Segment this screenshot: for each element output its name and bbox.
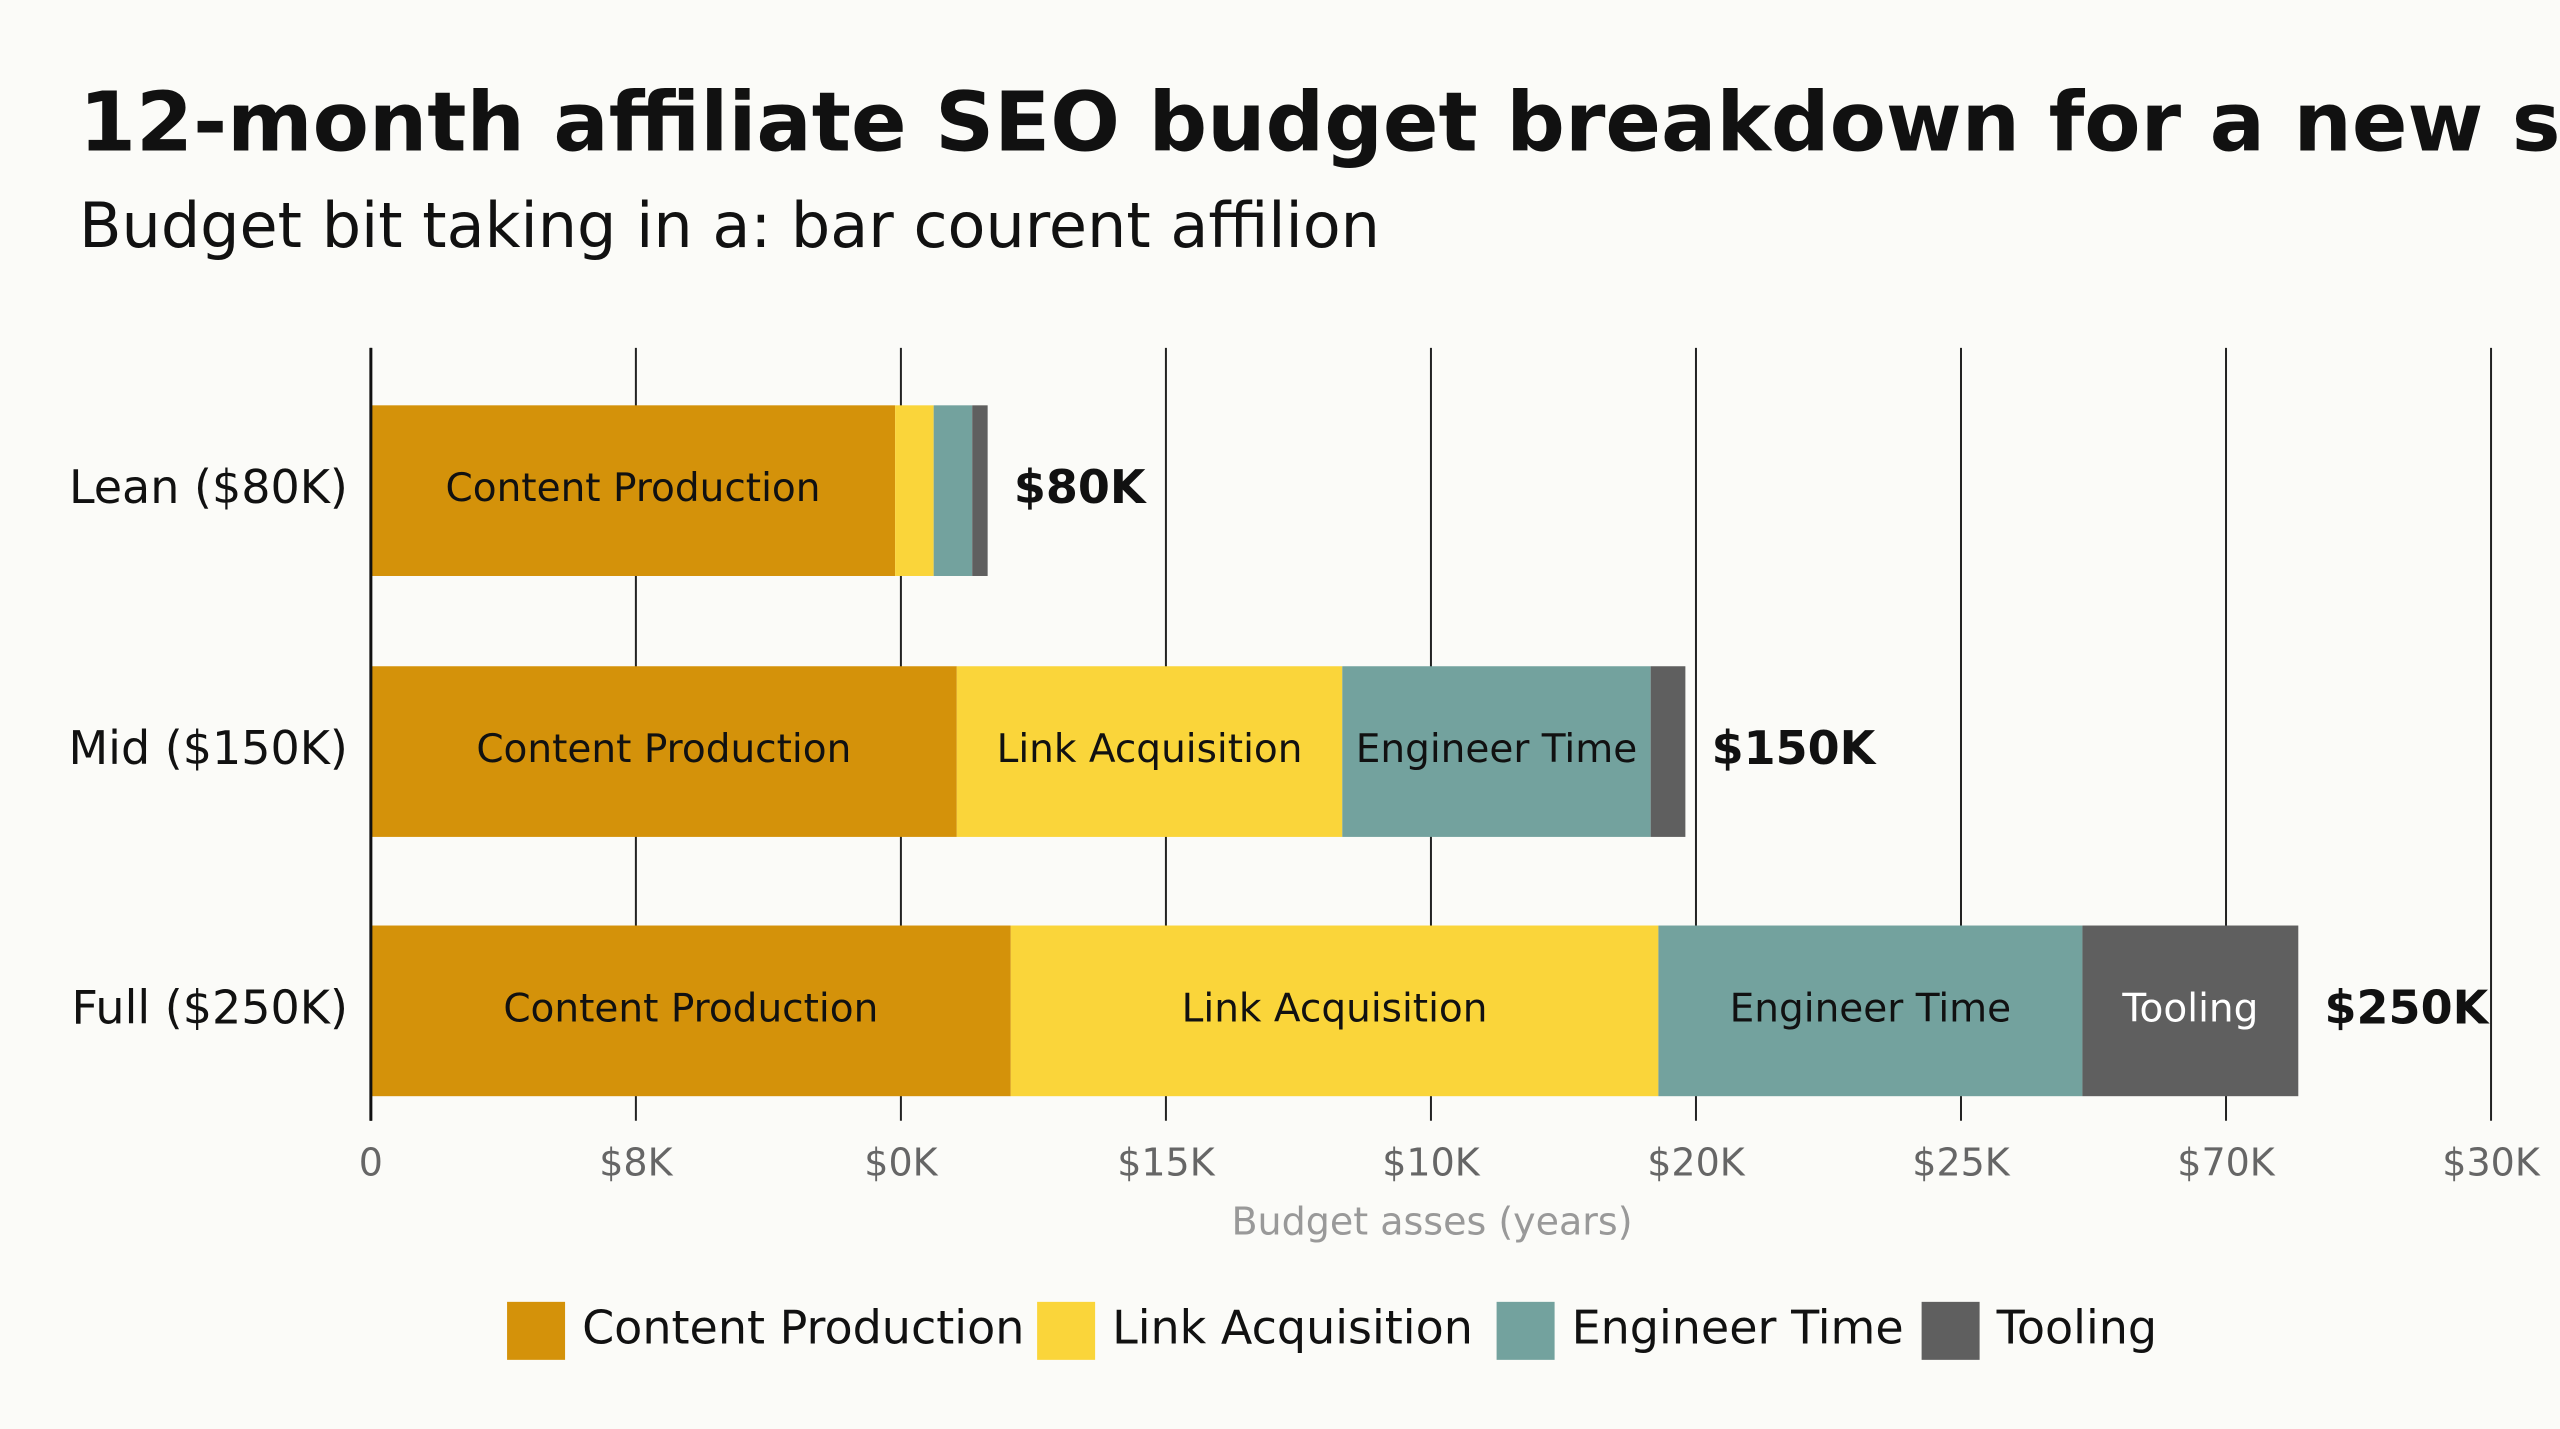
bar-segment (370, 925, 1011, 1097)
bar-segment (1010, 925, 1659, 1097)
x-axis-label: Budget asses (years) (1231, 1200, 1632, 1244)
x-tick-label: $20K (1647, 1141, 1746, 1185)
bar-segment (2082, 925, 2299, 1097)
legend-swatch (507, 1301, 566, 1360)
x-tick-label: $8K (599, 1141, 673, 1185)
segment-label: Link Acquisition (1182, 986, 1488, 1031)
y-tick-label: Lean ($80K) (69, 460, 348, 514)
x-tick-label: 0 (359, 1141, 383, 1185)
total-label: $150K (1712, 721, 1878, 775)
y-tick-label: Mid ($150K) (68, 721, 347, 775)
x-tick-label: $0K (864, 1141, 938, 1185)
y-tick-label: Full ($250K) (71, 980, 347, 1034)
segment-label: Content Production (503, 986, 878, 1031)
segment-label: Tooling (2121, 986, 2258, 1031)
legend-swatch (1921, 1301, 1980, 1360)
x-tick-label: $70K (2177, 1141, 2276, 1185)
legend-label: Content Production (582, 1300, 1024, 1354)
x-tick-label: $15K (1117, 1141, 1216, 1185)
bar-segment (972, 405, 988, 576)
legend-label: Engineer Time (1572, 1300, 1904, 1354)
bar-segment (933, 405, 973, 576)
total-label: $80K (1014, 460, 1148, 514)
bar-segment (895, 405, 934, 576)
segment-label: Engineer Time (1356, 727, 1638, 772)
x-tick-label: $10K (1382, 1141, 1481, 1185)
legend-swatch (1496, 1301, 1555, 1360)
bar-segment (370, 666, 957, 837)
segment-label: Link Acquisition (997, 727, 1303, 772)
segment-label: Content Production (445, 466, 820, 511)
segment-label: Content Production (476, 727, 851, 772)
bar-segment (956, 666, 1343, 837)
legend-label: Tooling (1996, 1300, 2157, 1354)
x-tick-label: $30K (2442, 1141, 2541, 1185)
chart-subtitle: Budget bit taking in a: bar courent affi… (79, 189, 1380, 262)
bar-segment (1658, 925, 2083, 1097)
x-tick-label: $25K (1912, 1141, 2011, 1185)
segment-label: Engineer Time (1730, 986, 2012, 1031)
bar-segment (1650, 666, 1686, 837)
legend-swatch (1037, 1301, 1096, 1360)
chart-title: 12-month affiliate SEO budget breakdown … (79, 75, 2560, 170)
bar-segment (370, 405, 896, 576)
total-label: $250K (2325, 980, 2491, 1034)
legend-label: Link Acquisition (1112, 1300, 1473, 1354)
bar-segment (1342, 666, 1651, 837)
